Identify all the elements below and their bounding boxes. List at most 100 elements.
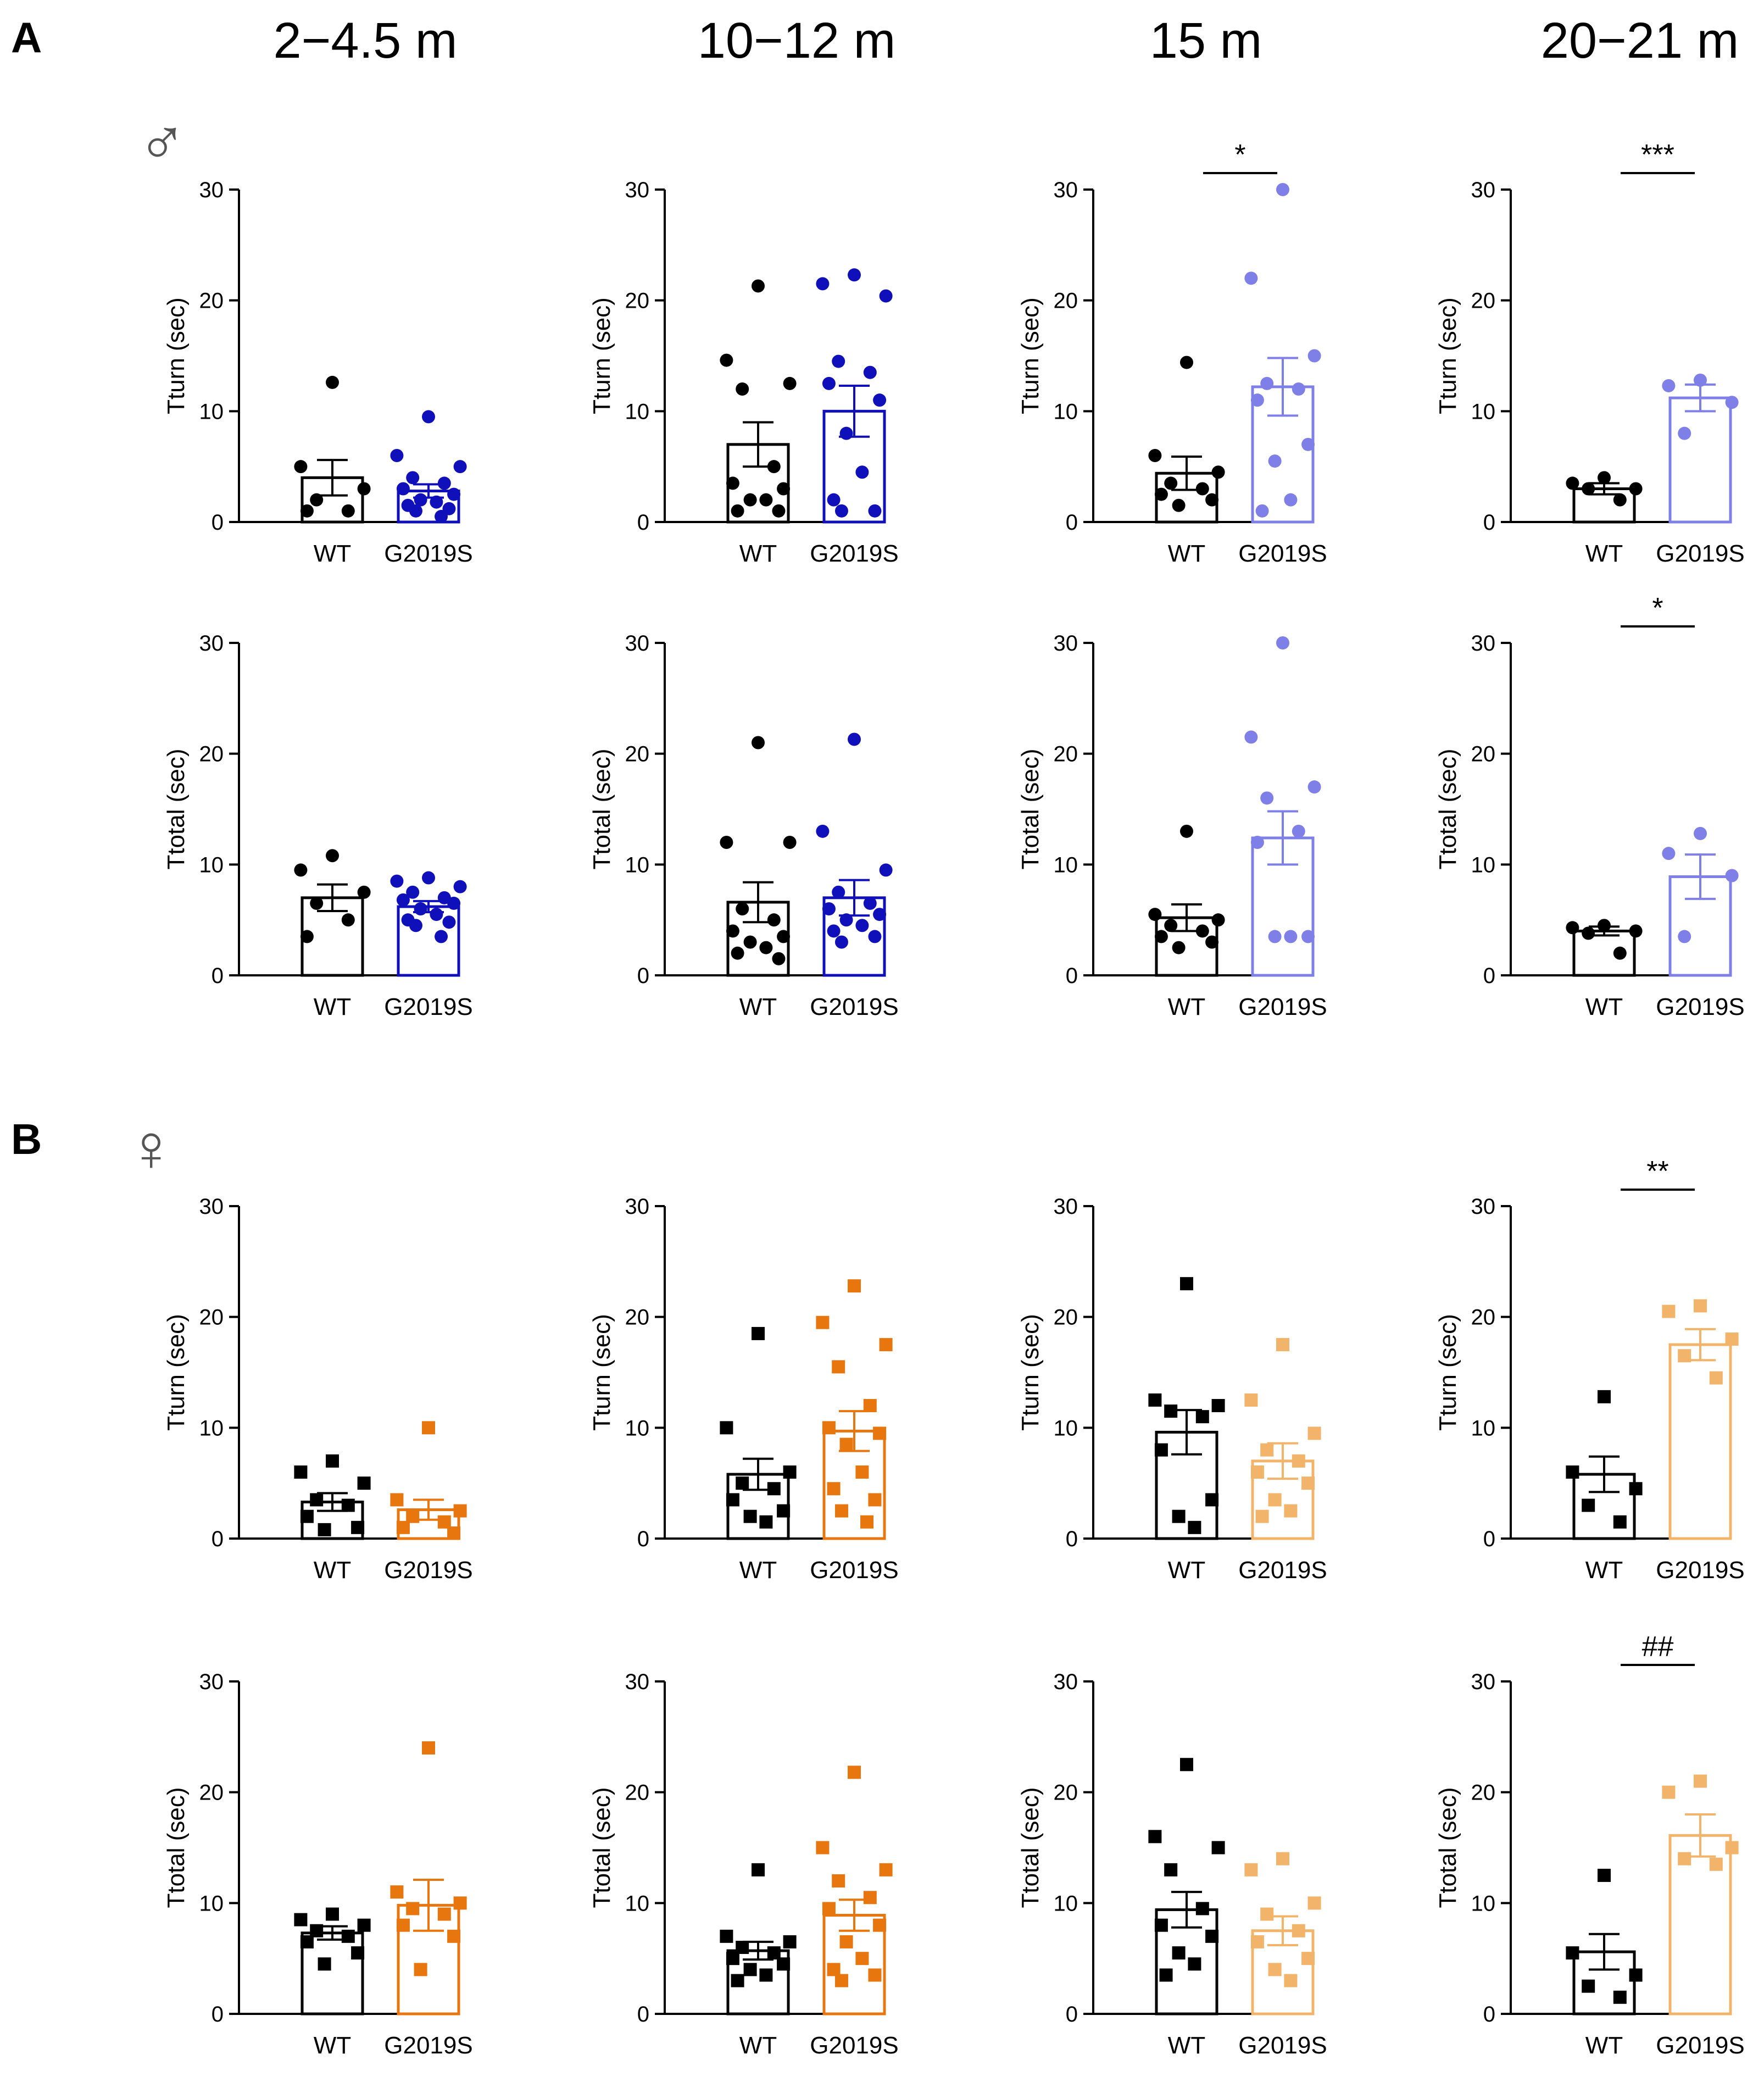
data-point-g2019s bbox=[437, 1907, 451, 1921]
data-point-g2019s bbox=[879, 1338, 893, 1352]
data-point-wt bbox=[736, 1941, 749, 1954]
data-point-wt bbox=[300, 1935, 314, 1948]
data-point-wt bbox=[326, 1454, 339, 1468]
y-tick-label: 10 bbox=[1054, 1416, 1078, 1440]
data-point-wt bbox=[767, 913, 781, 927]
data-point-g2019s bbox=[1307, 1426, 1321, 1440]
data-point-wt bbox=[731, 946, 744, 960]
y-axis-label: Tturn (sec) bbox=[588, 297, 615, 414]
data-point-wt bbox=[1598, 919, 1611, 932]
data-point-g2019s bbox=[396, 893, 410, 907]
y-tick-label: 30 bbox=[625, 1670, 650, 1694]
y-axis-label: Ttotal (sec) bbox=[163, 1787, 190, 1908]
data-point-g2019s bbox=[879, 1863, 893, 1876]
data-point-g2019s bbox=[1268, 1963, 1282, 1976]
x-tick-label-g2019s: G2019S bbox=[810, 540, 898, 567]
data-point-wt bbox=[759, 493, 773, 507]
data-point-wt bbox=[357, 482, 371, 496]
significance-marker: * bbox=[1652, 592, 1663, 624]
data-point-g2019s bbox=[1678, 426, 1691, 440]
data-point-g2019s bbox=[827, 924, 841, 938]
data-point-g2019s bbox=[390, 874, 404, 888]
data-point-wt bbox=[736, 1476, 749, 1490]
y-tick-label: 10 bbox=[1054, 1891, 1078, 1916]
y-tick-label: 10 bbox=[199, 853, 224, 877]
chart-b-tturn-3: 0 10 20 30 Tturn (sec) WT G2019S ** bbox=[1434, 1156, 1745, 1584]
y-axis-label: Ttotal (sec) bbox=[1434, 1787, 1461, 1908]
data-point-g2019s bbox=[406, 1509, 420, 1523]
data-point-g2019s bbox=[1276, 183, 1289, 196]
data-point-wt bbox=[1205, 935, 1219, 949]
y-tick-label: 0 bbox=[637, 964, 649, 988]
data-point-wt bbox=[1211, 1841, 1225, 1855]
y-tick-label: 0 bbox=[1483, 964, 1495, 988]
data-point-wt bbox=[1148, 908, 1162, 921]
y-tick-label: 10 bbox=[1471, 1891, 1496, 1916]
data-point-g2019s bbox=[873, 1426, 887, 1440]
data-point-g2019s bbox=[396, 1918, 410, 1932]
data-point-wt bbox=[1629, 1968, 1643, 1982]
y-axis-label: Ttotal (sec) bbox=[588, 748, 615, 869]
y-tick-label: 10 bbox=[1471, 853, 1496, 877]
data-point-g2019s bbox=[1260, 1907, 1274, 1921]
data-point-g2019s bbox=[1260, 376, 1274, 390]
significance-marker: *** bbox=[1641, 139, 1674, 171]
data-point-g2019s bbox=[414, 902, 427, 915]
y-tick-label: 30 bbox=[199, 1195, 224, 1219]
age-header-20-21m: 20−21 m bbox=[1541, 13, 1739, 69]
data-point-wt bbox=[351, 1520, 365, 1534]
data-point-g2019s bbox=[1307, 1896, 1321, 1910]
data-point-g2019s bbox=[1292, 382, 1305, 396]
age-header-15m: 15 m bbox=[1150, 13, 1262, 69]
data-point-g2019s bbox=[409, 504, 422, 518]
y-axis-label: Tturn (sec) bbox=[1434, 297, 1461, 414]
data-point-g2019s bbox=[1284, 493, 1298, 507]
data-point-g2019s bbox=[430, 908, 443, 921]
y-tick-label: 0 bbox=[212, 2002, 224, 2027]
data-point-g2019s bbox=[863, 1399, 877, 1412]
y-tick-label: 10 bbox=[1054, 853, 1078, 877]
data-point-g2019s bbox=[1709, 1371, 1723, 1385]
data-point-wt bbox=[1205, 1493, 1219, 1507]
y-tick-label: 20 bbox=[199, 742, 224, 767]
data-point-g2019s bbox=[863, 1891, 877, 1905]
y-tick-label: 30 bbox=[1054, 1195, 1078, 1219]
chart-b-ttotal-2: 0 10 20 30 Ttotal (sec) WT G2019S bbox=[1017, 1670, 1327, 2059]
data-point-wt bbox=[1195, 482, 1209, 496]
y-tick-label: 20 bbox=[625, 1781, 650, 1805]
y-tick-label: 20 bbox=[1054, 742, 1078, 767]
data-point-g2019s bbox=[1301, 1952, 1315, 1966]
data-point-g2019s bbox=[868, 1493, 882, 1507]
data-point-wt bbox=[326, 375, 339, 389]
data-point-g2019s bbox=[868, 1968, 882, 1982]
data-point-wt bbox=[1164, 476, 1178, 490]
data-point-g2019s bbox=[832, 1360, 845, 1374]
data-point-g2019s bbox=[834, 1504, 848, 1518]
chart-a-ttotal-1: 0 10 20 30 Ttotal (sec) WT G2019S bbox=[588, 631, 899, 1020]
y-tick-label: 20 bbox=[1054, 1781, 1078, 1805]
x-tick-label-wt: WT bbox=[1168, 1557, 1205, 1584]
chart-b-tturn-1: 0 10 20 30 Tturn (sec) WT G2019S bbox=[588, 1195, 899, 1584]
data-point-wt bbox=[767, 1482, 781, 1496]
data-point-g2019s bbox=[453, 460, 467, 474]
y-tick-label: 30 bbox=[1471, 1195, 1496, 1219]
data-point-wt bbox=[300, 930, 314, 943]
data-point-wt bbox=[1629, 482, 1643, 496]
y-tick-label: 0 bbox=[637, 2002, 649, 2027]
chart-b-tturn-2: 0 10 20 30 Tturn (sec) WT G2019S bbox=[1017, 1195, 1327, 1584]
data-point-g2019s bbox=[1292, 1924, 1305, 1937]
data-point-wt bbox=[743, 1509, 757, 1523]
data-point-wt bbox=[736, 902, 749, 915]
data-point-wt bbox=[1172, 941, 1186, 954]
data-point-g2019s bbox=[1307, 780, 1321, 794]
data-point-wt bbox=[1566, 1946, 1579, 1960]
age-header-10-12m: 10−12 m bbox=[698, 13, 896, 69]
x-tick-label-g2019s: G2019S bbox=[1656, 993, 1744, 1020]
data-point-g2019s bbox=[1244, 730, 1258, 744]
data-point-g2019s bbox=[1292, 1454, 1305, 1468]
data-point-wt bbox=[326, 849, 339, 863]
data-point-wt bbox=[357, 885, 371, 899]
data-point-wt bbox=[772, 504, 786, 518]
data-point-wt bbox=[1195, 1410, 1209, 1424]
data-point-g2019s bbox=[437, 1515, 451, 1529]
